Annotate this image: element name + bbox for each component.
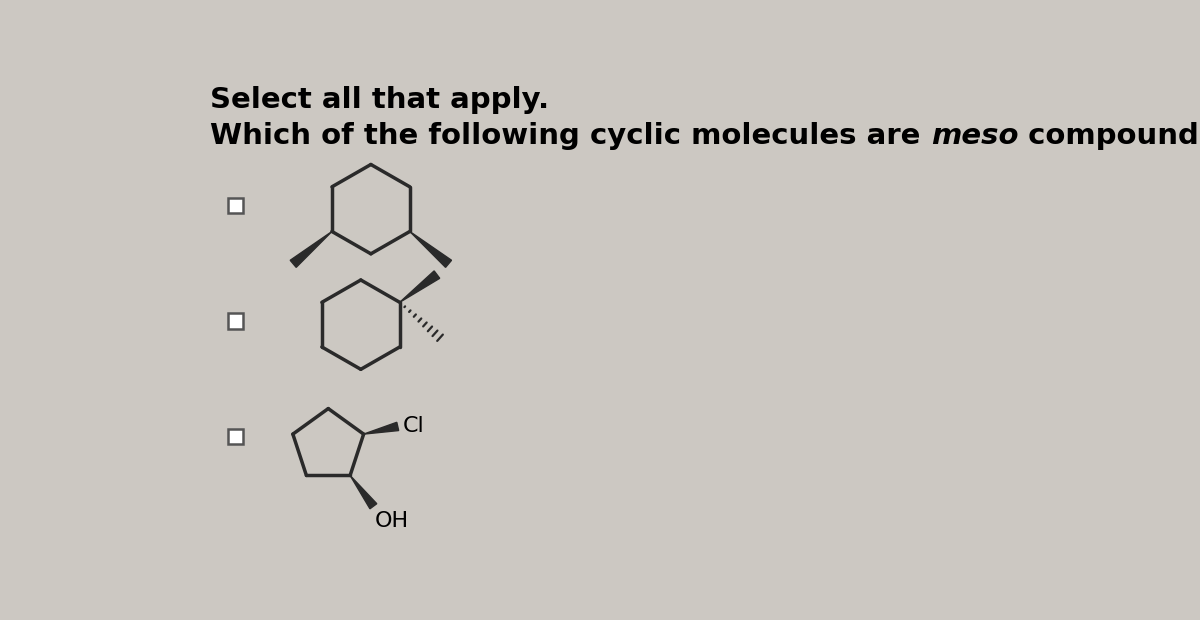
Text: Which of the following cyclic molecules are: Which of the following cyclic molecules … (210, 122, 931, 150)
Text: Select all that apply.: Select all that apply. (210, 86, 550, 114)
Polygon shape (350, 476, 377, 509)
Text: meso: meso (931, 122, 1019, 150)
FancyBboxPatch shape (228, 428, 242, 444)
Polygon shape (410, 231, 451, 267)
Text: OH: OH (374, 511, 409, 531)
Text: compounds?: compounds? (1019, 122, 1200, 150)
Polygon shape (364, 422, 398, 434)
Text: Cl: Cl (402, 417, 424, 436)
FancyBboxPatch shape (228, 198, 242, 213)
Polygon shape (290, 231, 332, 267)
Polygon shape (400, 271, 439, 303)
FancyBboxPatch shape (228, 313, 242, 329)
